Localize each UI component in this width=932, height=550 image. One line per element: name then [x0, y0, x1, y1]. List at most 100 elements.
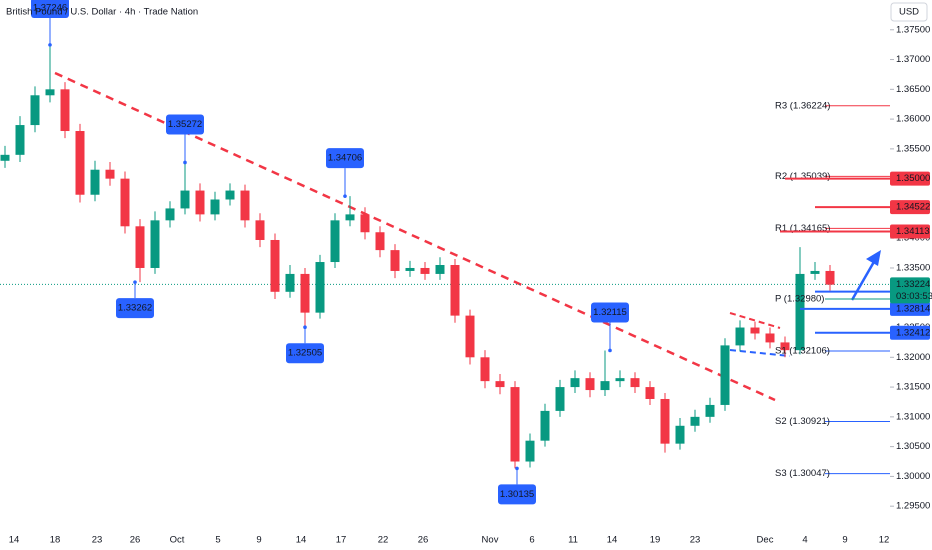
- x-tick-label: 26: [130, 535, 141, 546]
- currency-label: USD: [899, 7, 919, 18]
- x-tick-label: 22: [378, 535, 389, 546]
- arrow-head: [866, 250, 881, 266]
- callout-anchor: [608, 348, 612, 353]
- x-tick-label: 6: [529, 535, 534, 546]
- candle-body: [285, 273, 295, 292]
- candle-body: [750, 327, 760, 334]
- candle-body: [75, 131, 85, 195]
- candle-body: [405, 267, 415, 271]
- y-tick-label: 1.36500: [896, 84, 930, 95]
- candle-body: [345, 214, 355, 221]
- x-tick-label: 9: [842, 535, 847, 546]
- x-tick-label: 18: [50, 535, 61, 546]
- x-tick-label: Dec: [757, 535, 774, 546]
- x-tick-label: 14: [607, 535, 618, 546]
- candle-body: [300, 273, 310, 313]
- callout-box: [591, 302, 629, 323]
- x-tick-label: 17: [336, 535, 347, 546]
- x-tick-label: 23: [92, 535, 103, 546]
- x-tick-label: 5: [215, 535, 220, 546]
- price-tag: [890, 325, 930, 340]
- candle-body: [315, 262, 325, 313]
- candle-body: [360, 214, 370, 233]
- candle-body: [510, 387, 520, 462]
- candle-body: [45, 89, 55, 96]
- pivot-label: R1 (1.34165): [775, 223, 830, 234]
- candle-body: [675, 425, 685, 444]
- candle-body: [540, 410, 550, 441]
- callout-box: [498, 484, 536, 505]
- x-tick-label: 11: [568, 535, 578, 546]
- current-price-tag: [890, 277, 930, 304]
- overlay: R3 (1.36224) R2 (1.35039) R1 (1.34165) P (1…: [31, 0, 890, 505]
- candle-body: [435, 265, 445, 274]
- candle-body: [585, 378, 595, 391]
- x-tick-label: 9: [256, 535, 261, 546]
- candle-body: [375, 232, 385, 251]
- y-tick-label: 1.30500: [896, 441, 930, 452]
- candle-body: [525, 440, 535, 462]
- x-tick-label: 23: [690, 535, 701, 546]
- callout-anchor: [48, 43, 52, 47]
- pivot-label: S3 (1.30047): [775, 468, 830, 479]
- callout-anchor: [343, 194, 347, 198]
- callout-box: [31, 0, 69, 18]
- current-price-label: 1.33224: [896, 279, 930, 290]
- candle-body: [390, 250, 400, 271]
- callout-label: 1.37246: [33, 3, 67, 14]
- y-tick-label: 1.36000: [896, 114, 930, 125]
- candle-body: [765, 333, 775, 343]
- price-tag-label: 1.35000: [896, 173, 930, 184]
- callout-label: 1.34706: [328, 153, 362, 164]
- callout-anchor: [133, 280, 137, 284]
- x-tick-label: 19: [650, 535, 661, 546]
- candle-body: [210, 199, 220, 215]
- price-tag-label: 1.34113: [896, 226, 930, 237]
- pivot-label: P (1.32980): [775, 293, 824, 304]
- candle-body: [180, 190, 190, 209]
- candle-body: [90, 169, 100, 195]
- currency-button[interactable]: [890, 2, 928, 22]
- candle-body: [30, 95, 40, 126]
- candle-body: [150, 220, 160, 268]
- candle-body: [15, 125, 25, 155]
- candle-body: [735, 327, 745, 346]
- y-tick-label: 1.33500: [896, 262, 930, 273]
- forecast-arrow: [850, 259, 877, 301]
- candle-body: [0, 154, 10, 161]
- candle-body: [660, 398, 670, 444]
- candle-body: [465, 315, 475, 358]
- candle-body: [450, 265, 460, 316]
- callout-anchor: [303, 325, 307, 330]
- pivot-label: R3 (1.36224): [775, 100, 830, 111]
- candle-body: [555, 387, 565, 411]
- y-tick-label: 1.37500: [896, 24, 930, 35]
- callout-box: [116, 298, 154, 319]
- price-tag-label: 1.32412: [896, 327, 930, 338]
- callout-anchor: [515, 466, 519, 471]
- candle-body: [270, 239, 280, 292]
- candle-body: [690, 416, 700, 426]
- price-tag: [890, 224, 930, 239]
- candle-body: [615, 378, 625, 382]
- candle-body: [135, 226, 145, 268]
- y-tick-label: 1.30000: [896, 471, 930, 482]
- callout-box: [286, 343, 324, 364]
- countdown-label: 03:03:53: [896, 291, 932, 302]
- pivot-label: S1 (1.32106): [775, 346, 830, 357]
- callout-box: [166, 114, 204, 135]
- x-tick-label: Nov: [482, 535, 499, 546]
- y-tick-label: 1.35500: [896, 143, 930, 154]
- y-tick-label: 1.32000: [896, 352, 930, 363]
- x-tick-label: 14: [296, 535, 307, 546]
- candle-body: [630, 378, 640, 388]
- channel-line: [729, 312, 781, 329]
- x-tick-label: 26: [418, 535, 429, 546]
- callout-label: 1.32115: [593, 307, 627, 318]
- candle-body: [60, 89, 70, 132]
- candle-body: [240, 190, 250, 221]
- candle-body: [225, 190, 235, 200]
- candle-body: [795, 273, 805, 351]
